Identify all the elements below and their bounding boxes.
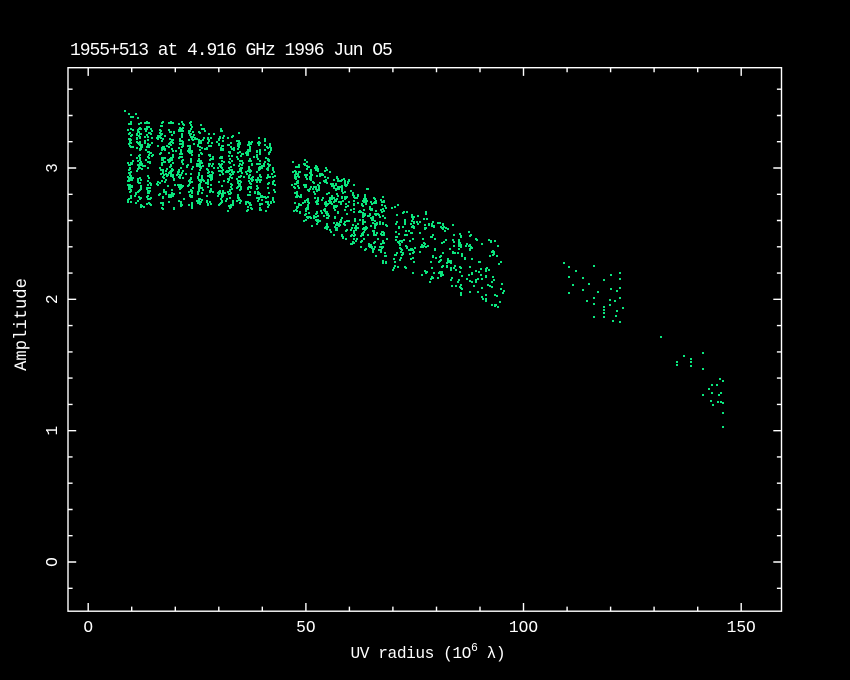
svg-text:3: 3 xyxy=(44,163,62,173)
svg-text:5O: 5O xyxy=(296,619,315,637)
svg-text:Amplitude: Amplitude xyxy=(13,278,32,371)
svg-text:15O: 15O xyxy=(727,619,756,637)
svg-text:1: 1 xyxy=(44,426,62,436)
svg-text:1OO: 1OO xyxy=(509,619,538,637)
svg-text:O: O xyxy=(44,557,62,567)
svg-text:UV radius (1O6 λ): UV radius (1O6 λ) xyxy=(351,642,506,663)
svg-text:O: O xyxy=(83,619,93,637)
svg-text:1955+513 at 4.916 GHz 1996 Jun: 1955+513 at 4.916 GHz 1996 Jun O5 xyxy=(70,41,392,61)
svg-text:2: 2 xyxy=(44,294,62,304)
